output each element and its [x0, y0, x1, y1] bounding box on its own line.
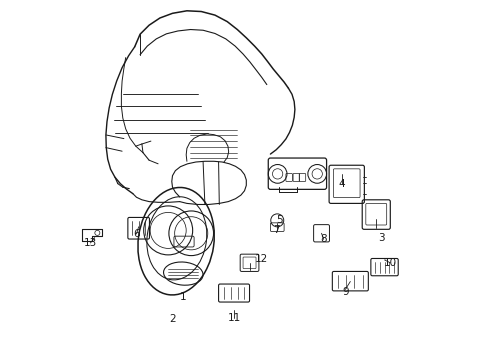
Text: 10: 10: [383, 258, 396, 268]
Text: 11: 11: [227, 312, 241, 323]
Text: 2: 2: [169, 314, 176, 324]
Text: 9: 9: [341, 287, 348, 297]
Text: 6: 6: [133, 229, 140, 239]
Text: 3: 3: [377, 233, 384, 243]
Text: 8: 8: [320, 234, 326, 244]
Text: 13: 13: [83, 238, 97, 248]
Text: 1: 1: [180, 292, 186, 302]
Text: 12: 12: [255, 254, 268, 264]
Text: 7: 7: [273, 225, 280, 235]
Text: 5: 5: [276, 215, 283, 225]
Text: 4: 4: [338, 179, 345, 189]
